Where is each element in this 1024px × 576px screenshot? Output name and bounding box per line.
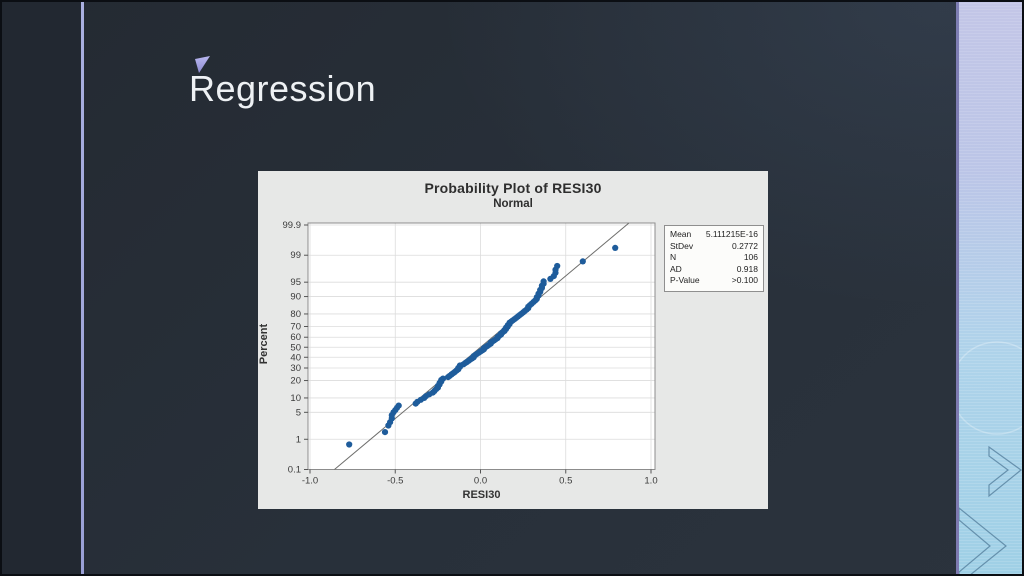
data-point bbox=[579, 258, 586, 265]
stats-row: AD 0.918 bbox=[670, 264, 758, 276]
left-margin-strip bbox=[0, 0, 81, 576]
y-tick-label: 90 bbox=[290, 292, 301, 303]
y-tick-label: 40 bbox=[290, 352, 301, 363]
x-tick-label: -0.5 bbox=[387, 476, 403, 487]
chevron-decoration bbox=[959, 341, 1024, 576]
vertical-divider-line bbox=[81, 0, 84, 576]
y-tick-label: 50 bbox=[290, 342, 301, 353]
stats-legend-box: Mean 5.111215E-16 StDev 0.2772 N 106 AD 0.918 P-… bbox=[664, 225, 764, 292]
data-point bbox=[554, 262, 561, 270]
band-stripe-texture bbox=[959, 0, 1024, 576]
x-axis-label: RESI30 bbox=[462, 489, 501, 501]
stats-value: 0.2772 bbox=[732, 240, 758, 251]
slide-title: Regression bbox=[189, 68, 377, 109]
stats-row: P-Value >0.100 bbox=[670, 275, 758, 287]
y-tick-label: 20 bbox=[290, 376, 301, 387]
right-decorative-band bbox=[956, 0, 1024, 576]
stats-label: Mean bbox=[670, 229, 692, 239]
y-tick-label: 80 bbox=[290, 309, 301, 320]
x-tick-label: 1.0 bbox=[644, 476, 657, 487]
stats-value: 5.111215E-16 bbox=[705, 229, 758, 239]
y-tick-label: 99.9 bbox=[283, 220, 302, 231]
stats-row: Mean 5.111215E-16 bbox=[670, 229, 758, 241]
stats-value: 0.918 bbox=[736, 263, 758, 274]
chevron-right-icon bbox=[959, 507, 1007, 576]
faint-circle-icon bbox=[959, 341, 1024, 435]
x-tick-label: 0.5 bbox=[559, 476, 572, 487]
y-tick-label: 99 bbox=[290, 250, 301, 261]
stats-value: 106 bbox=[743, 252, 758, 263]
title-accent-triangle-icon bbox=[195, 56, 210, 73]
plot-frame bbox=[307, 222, 656, 470]
stats-label: StDev bbox=[670, 240, 694, 251]
probability-plot-figure: Probability Plot of RESI30 Normal -1.0 -0… bbox=[258, 171, 768, 509]
y-tick-label: 30 bbox=[290, 363, 301, 374]
data-point bbox=[381, 429, 389, 436]
gridlines bbox=[308, 223, 655, 470]
y-tick-label: 10 bbox=[290, 393, 301, 404]
stats-value: >0.100 bbox=[731, 275, 758, 286]
y-tick-label: 1 bbox=[296, 434, 301, 445]
stats-label: AD bbox=[670, 263, 682, 274]
chart-subtitle: Normal bbox=[493, 198, 533, 210]
chevron-right-icon bbox=[988, 445, 1022, 498]
data-point bbox=[395, 402, 402, 409]
x-tick-label: 0.0 bbox=[474, 476, 487, 487]
stats-row: N 106 bbox=[670, 252, 758, 264]
stats-label: P-Value bbox=[670, 275, 700, 286]
title-block: Regression bbox=[189, 56, 376, 110]
data-point bbox=[612, 244, 619, 251]
data-point bbox=[540, 278, 547, 285]
y-tick-label: 60 bbox=[290, 332, 301, 343]
data-point bbox=[346, 441, 353, 448]
y-axis-label: Percent bbox=[258, 323, 270, 365]
stats-label: N bbox=[670, 252, 677, 263]
x-tick-label: -1.0 bbox=[302, 476, 318, 487]
y-tick-label: 5 bbox=[296, 407, 301, 418]
data-point bbox=[439, 375, 447, 382]
chart-title: Probability Plot of RESI30 bbox=[424, 180, 602, 196]
stats-row: StDev 0.2772 bbox=[670, 241, 758, 253]
data-points bbox=[346, 244, 619, 448]
y-tick-label: 70 bbox=[290, 322, 301, 333]
y-tick-label: 95 bbox=[290, 277, 301, 288]
y-tick-label: 0.1 bbox=[288, 464, 301, 475]
